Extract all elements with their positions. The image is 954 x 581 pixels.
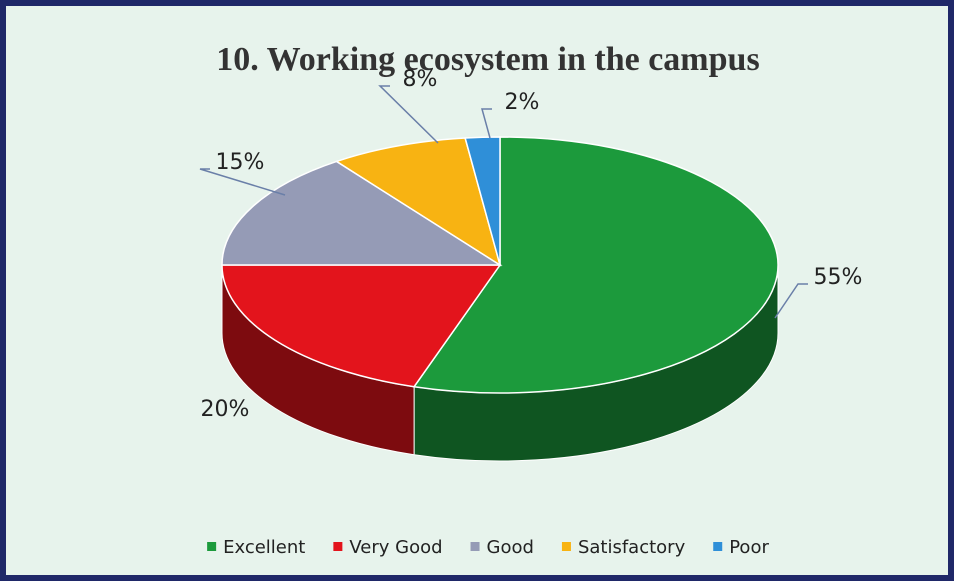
data-label: 20% [201, 397, 250, 422]
legend-label: Excellent [223, 537, 305, 558]
data-label: 8% [403, 67, 438, 92]
pie-slice [464, 136, 501, 266]
legend-label: Poor [729, 537, 769, 558]
leader-line [199, 168, 286, 196]
leader-line [774, 283, 808, 319]
data-label: 15% [216, 150, 265, 175]
legend-label: Good [487, 537, 534, 558]
legend-swatch [470, 542, 480, 551]
leader-line [378, 85, 439, 144]
legend-swatch [713, 542, 723, 551]
pie-slice [334, 137, 502, 267]
legend-swatch [333, 542, 343, 551]
chart-title: 10. Working ecosystem in the campus [216, 41, 759, 78]
pie: 55% 20% 15% 8% 2% [199, 67, 863, 462]
data-label: 2% [505, 90, 540, 115]
data-label: 55% [814, 265, 863, 290]
pie-slice [412, 136, 779, 394]
leader-line [481, 108, 492, 139]
legend-label: Very Good [349, 537, 442, 558]
legend-swatch [207, 542, 217, 551]
legend: Excellent Very Good Good Satisfactory Poor [207, 537, 769, 558]
pie-slice [221, 160, 503, 266]
legend-swatch [561, 542, 571, 551]
pie-slice [221, 264, 502, 388]
legend-label: Satisfactory [578, 537, 686, 558]
